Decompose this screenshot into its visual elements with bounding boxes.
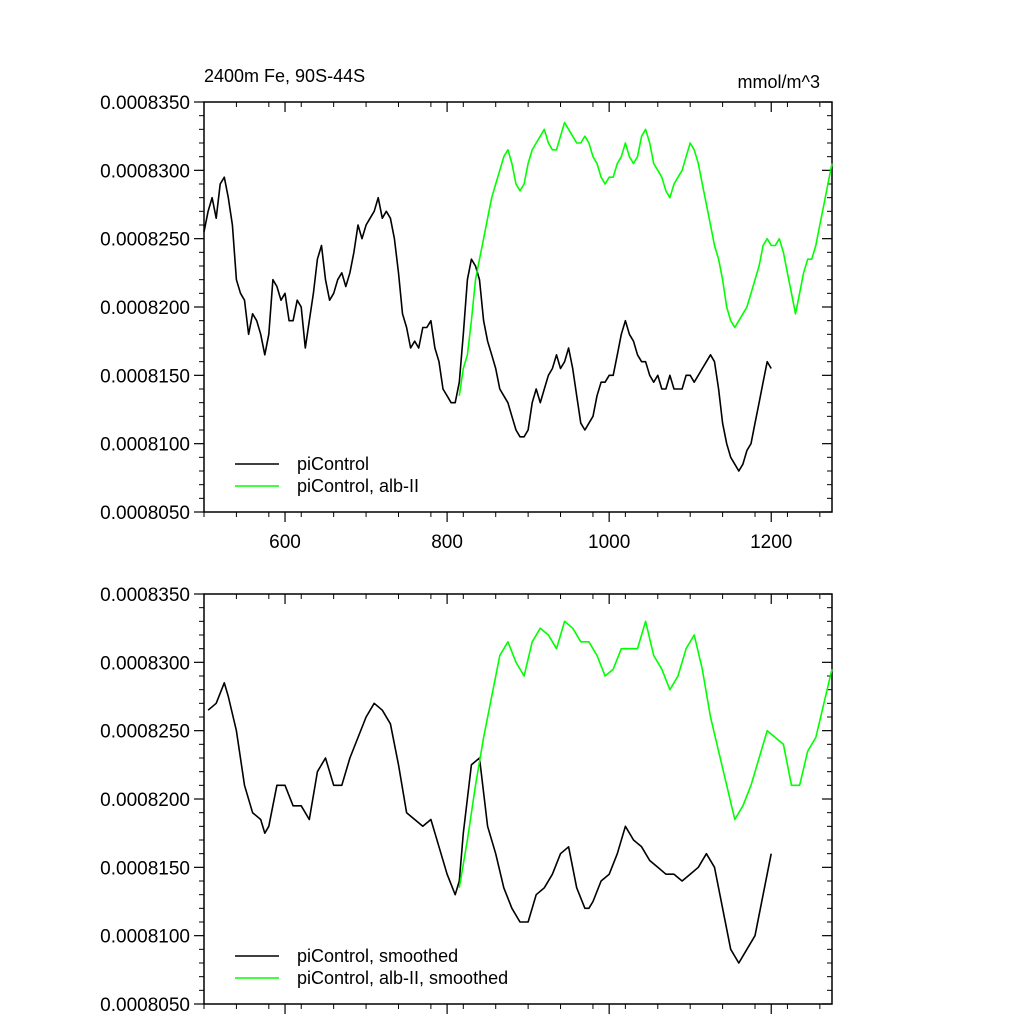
- top-ticks: [194, 101, 832, 522]
- top-y-tick-label: 0.0008050: [100, 503, 190, 524]
- top-series: [203, 121, 833, 472]
- bottom-y-tick-label: 0.0008200: [100, 790, 190, 811]
- top-y-tick-label: 0.0008350: [100, 93, 190, 114]
- bottom-panel: 0.0008050 0.0008100 0.0008150 0.0008200 0.00…: [100, 585, 833, 1016]
- top-x-tick-label: 600: [269, 532, 301, 553]
- bottom-plot-frame: [203, 593, 833, 1005]
- top-y-tick-label: 0.0008250: [100, 230, 190, 251]
- bottom-y-tick-label: 0.0008250: [100, 722, 190, 743]
- top-tick-labels: 600 800 1000 1200 0.0008050 0.0008100 0.000815…: [100, 93, 792, 553]
- bottom-y-tick-label: 0.0008150: [100, 858, 190, 879]
- top-title-right: mmol/m^3: [738, 72, 820, 92]
- top-y-tick-label: 0.0008100: [100, 435, 190, 456]
- bottom-y-tick-label: 0.0008100: [100, 927, 190, 948]
- bottom-y-tick-label: 0.0008050: [100, 995, 190, 1016]
- top-title-left: 2400m Fe, 90S-44S: [204, 66, 365, 86]
- top-series-line-0: [203, 176, 772, 472]
- bottom-series-line-1: [458, 620, 833, 888]
- top-y-tick-label: 0.0008200: [100, 298, 190, 319]
- top-legend-label-1: piControl, alb-II: [297, 476, 419, 496]
- bottom-ticks: [194, 593, 832, 1014]
- bottom-y-tick-label: 0.0008350: [100, 585, 190, 606]
- bottom-y-tick-label: 0.0008300: [100, 653, 190, 674]
- top-x-tick-label: 1200: [750, 532, 792, 553]
- top-series-line-1: [458, 121, 833, 396]
- top-legend-label-0: piControl: [297, 454, 369, 474]
- top-x-tick-label: 1000: [588, 532, 630, 553]
- top-panel: 2400m Fe, 90S-44S mmol/m^3 600 800 1000 120…: [100, 66, 833, 553]
- bottom-legend-label-0: piControl, smoothed: [297, 946, 458, 966]
- bottom-legend-label-1: piControl, alb-II, smoothed: [297, 968, 508, 988]
- bottom-tick-labels: 0.0008050 0.0008100 0.0008150 0.0008200 0.00…: [100, 585, 190, 1016]
- top-y-tick-label: 0.0008300: [100, 161, 190, 182]
- top-y-tick-label: 0.0008150: [100, 366, 190, 387]
- top-x-tick-label: 800: [431, 532, 463, 553]
- bottom-series-line-0: [207, 682, 772, 964]
- bottom-series: [207, 620, 833, 964]
- top-plot-frame: [203, 101, 833, 513]
